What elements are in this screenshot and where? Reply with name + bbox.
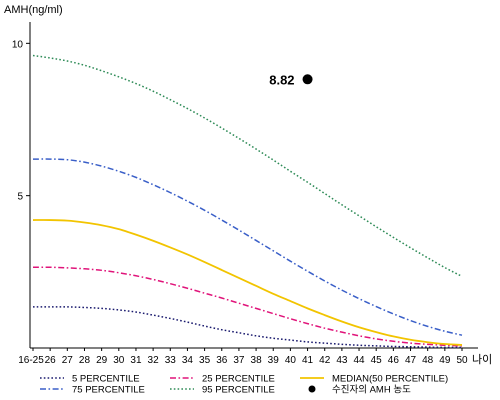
x-tick-label: 28	[79, 355, 91, 366]
x-tick-label: 47	[405, 355, 417, 366]
x-tick-label: 34	[182, 355, 194, 366]
x-tick-label: 38	[251, 355, 263, 366]
y-tick-label: 10	[12, 39, 24, 50]
x-tick-label: 33	[165, 355, 177, 366]
legend-point-swatch	[308, 385, 316, 393]
legend-label-1: 25 PERCENTILE	[202, 374, 275, 385]
x-tick-label: 29	[96, 355, 108, 366]
legend: 5 PERCENTILE 25 PERCENTILE MEDIAN(50 PERCE…	[40, 374, 448, 396]
y-tick-label: 5	[17, 192, 23, 203]
legend-label-3: 75 PERCENTILE	[72, 385, 145, 396]
x-tick-label: 35	[199, 355, 211, 366]
x-tick-label: 30	[113, 355, 125, 366]
series-line-2	[32, 219, 463, 346]
x-tick-label: 45	[371, 355, 383, 366]
patient-amh-point	[302, 74, 313, 85]
patient-amh-value-label: 8.82	[269, 72, 294, 87]
legend-label-0: 5 PERCENTILE	[72, 374, 140, 385]
x-tick-label: 44	[353, 355, 365, 366]
series-line-3	[32, 158, 463, 336]
x-tick-label: 43	[336, 355, 348, 366]
x-tick-label: 37	[233, 355, 245, 366]
y-ticks: 5 10	[12, 39, 30, 203]
y-axis-label: AMH(ng/ml)	[4, 4, 63, 16]
point-layer: 8.82	[269, 72, 313, 87]
x-axis-label: 나이	[472, 353, 492, 366]
x-tick-label: 50	[456, 355, 468, 366]
series-line-4	[32, 54, 463, 278]
x-tick-label: 49	[439, 355, 451, 366]
x-tick-label: 42	[319, 355, 331, 366]
series-line-1	[32, 266, 463, 347]
series-layer	[32, 54, 463, 349]
x-tick-label: 31	[130, 355, 142, 366]
x-tick-label: 26	[45, 355, 57, 366]
legend-label-2: MEDIAN(50 PERCENTILE)	[332, 374, 448, 385]
legend-label-4: 95 PERCENTILE	[202, 385, 275, 396]
x-tick-label: 46	[388, 355, 400, 366]
x-tick-label: 39	[268, 355, 280, 366]
x-ticks: 16-25 26 27 28 29 30 31 32 33 34 35 36 37 38 39 40 41 42 4…	[18, 348, 468, 366]
x-tick-label: 41	[302, 355, 314, 366]
chart-axes	[29, 22, 478, 349]
x-tick-label: 32	[148, 355, 160, 366]
series-line-0	[33, 306, 463, 349]
x-tick-label: 27	[62, 355, 74, 366]
x-tick-label: 40	[285, 355, 297, 366]
x-tick-label: 48	[422, 355, 434, 366]
legend-point-label: 수진자의 AMH 농도	[332, 385, 411, 396]
x-tick-label: 16-25	[18, 355, 44, 366]
x-tick-label: 36	[216, 355, 228, 366]
